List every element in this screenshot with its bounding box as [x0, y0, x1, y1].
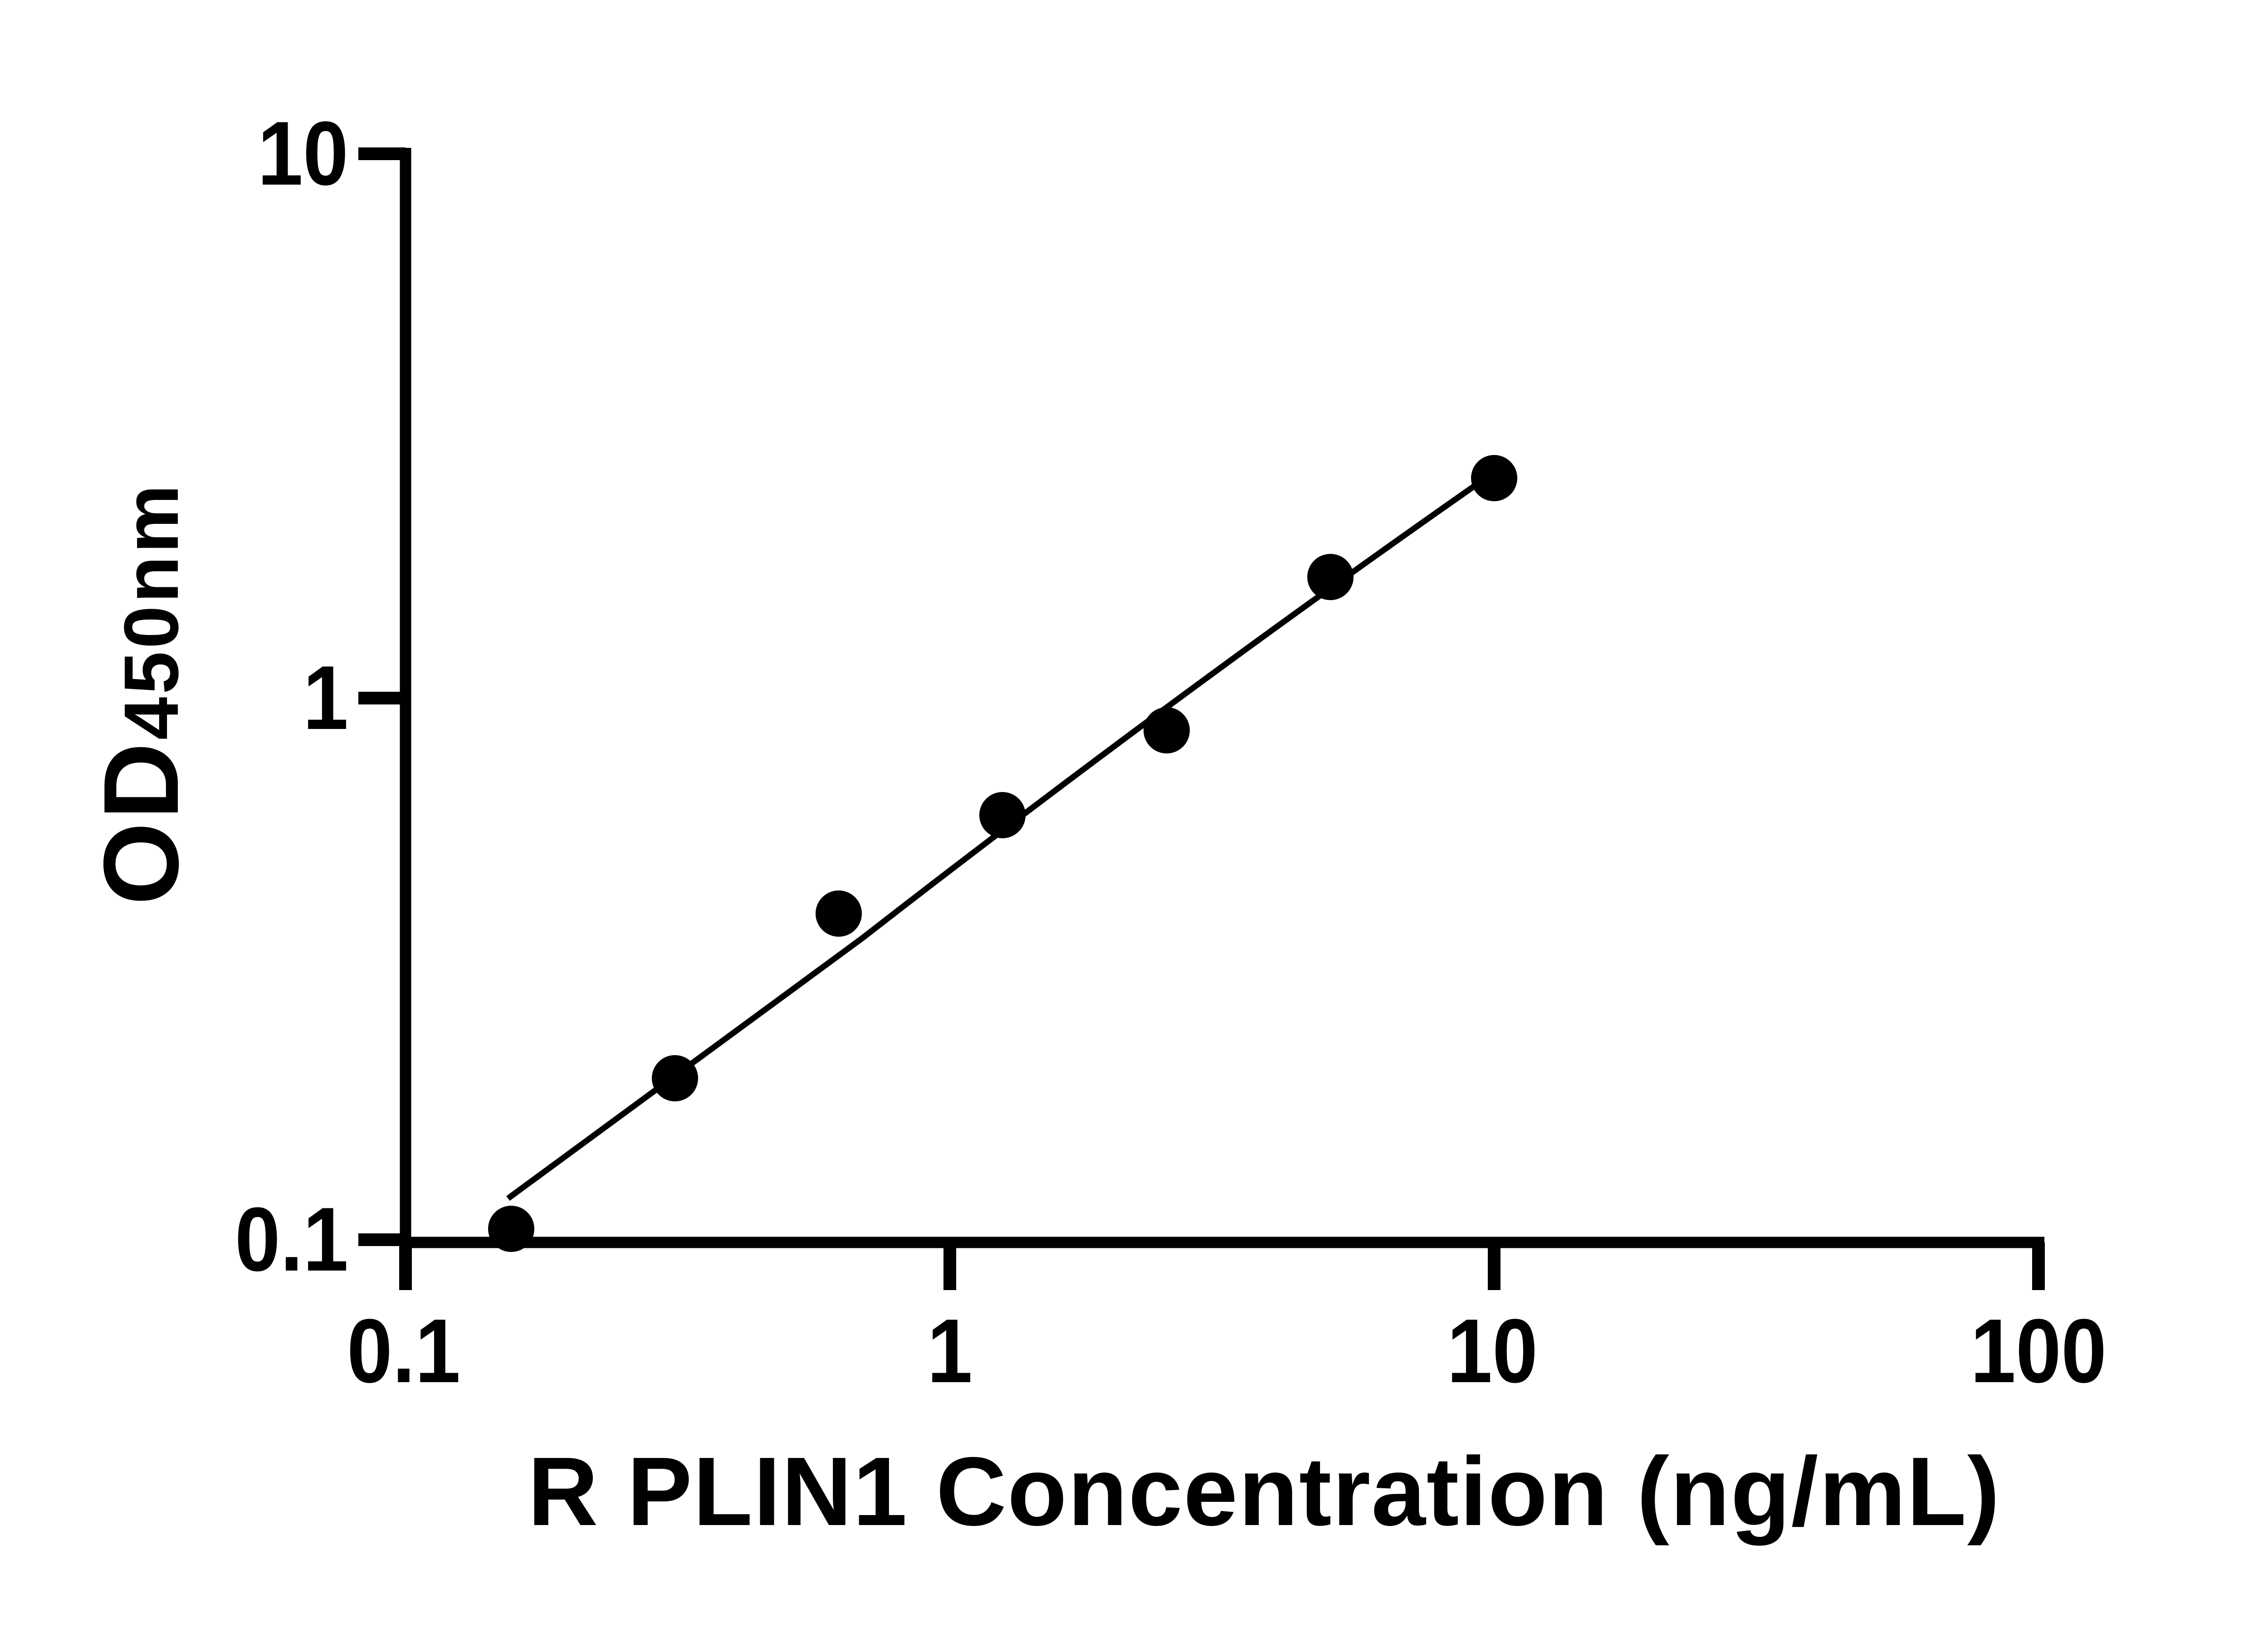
svg-text:OD450nm: OD450nm — [81, 482, 200, 905]
svg-text:1: 1 — [927, 1301, 973, 1402]
svg-text:1: 1 — [303, 647, 348, 748]
svg-text:R PLIN1 Concentration (ng/mL): R PLIN1 Concentration (ng/mL) — [528, 1437, 2000, 1546]
svg-text:100: 100 — [1970, 1301, 2107, 1402]
svg-text:10: 10 — [258, 103, 348, 204]
svg-text:0.1: 0.1 — [347, 1301, 460, 1402]
svg-text:0.1: 0.1 — [235, 1189, 348, 1290]
svg-text:10: 10 — [1447, 1301, 1538, 1402]
